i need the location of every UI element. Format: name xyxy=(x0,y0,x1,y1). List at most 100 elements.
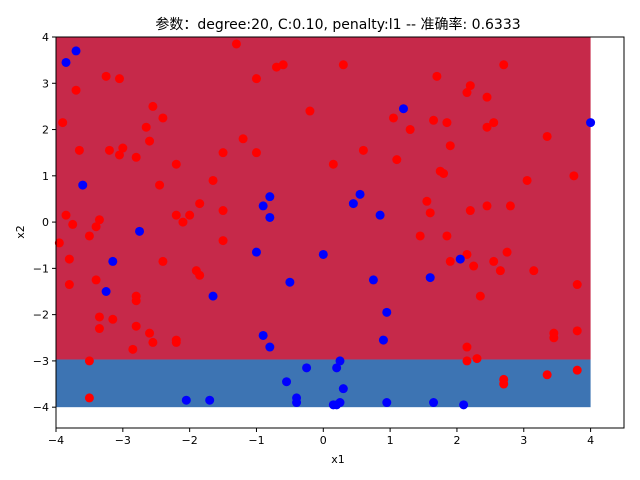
y-tick-label: 0 xyxy=(42,216,49,229)
data-point xyxy=(171,159,181,169)
data-point xyxy=(181,395,191,405)
data-point xyxy=(141,122,151,132)
data-point xyxy=(465,81,475,91)
y-tick-label: 2 xyxy=(42,124,49,137)
plot-area xyxy=(54,36,625,429)
y-tick-label: 3 xyxy=(42,77,49,90)
data-point xyxy=(145,328,155,338)
data-point xyxy=(442,118,452,128)
data-point xyxy=(158,256,168,266)
data-point xyxy=(265,192,275,202)
data-point xyxy=(208,175,218,185)
x-tick-label: 0 xyxy=(320,434,327,447)
data-point xyxy=(251,247,261,257)
data-point xyxy=(114,74,124,84)
data-point xyxy=(328,159,338,169)
data-point xyxy=(429,115,439,125)
data-point xyxy=(104,145,114,155)
data-point xyxy=(358,145,368,155)
x-axis-label: x1 xyxy=(331,453,345,466)
data-point xyxy=(462,342,472,352)
data-point xyxy=(572,280,582,290)
data-point xyxy=(338,60,348,70)
data-point xyxy=(338,384,348,394)
decision-region-red xyxy=(56,37,591,360)
data-point xyxy=(429,398,439,408)
data-point xyxy=(78,180,88,190)
data-point xyxy=(475,291,485,301)
data-point xyxy=(251,148,261,158)
data-point xyxy=(482,201,492,211)
data-point xyxy=(101,286,111,296)
y-tick-label: −3 xyxy=(33,355,49,368)
data-point xyxy=(54,238,64,248)
data-point xyxy=(101,71,111,81)
data-point xyxy=(378,335,388,345)
data-point xyxy=(171,337,181,347)
data-point xyxy=(348,199,358,209)
data-point xyxy=(94,312,104,322)
data-point xyxy=(305,106,315,116)
data-point xyxy=(61,57,71,67)
data-point xyxy=(529,266,539,276)
data-point xyxy=(382,398,392,408)
data-point xyxy=(71,46,81,56)
series-points xyxy=(54,39,582,403)
data-point xyxy=(489,256,499,266)
data-point xyxy=(459,400,469,410)
x-axis: −4 −3 −2 −1 0 1 2 3 4 xyxy=(48,428,594,447)
x-tick-label: −4 xyxy=(48,434,64,447)
data-point xyxy=(71,85,81,95)
data-point xyxy=(292,398,302,408)
y-tick-label: −2 xyxy=(33,309,49,322)
data-point xyxy=(265,342,275,352)
data-point xyxy=(58,118,68,128)
data-point xyxy=(278,60,288,70)
data-point xyxy=(398,104,408,114)
decision-region-blue xyxy=(56,359,591,408)
data-point xyxy=(158,113,168,123)
y-tick-label: 4 xyxy=(42,31,49,44)
data-point xyxy=(131,321,141,331)
data-point xyxy=(355,189,365,199)
x-tick-label: 3 xyxy=(520,434,527,447)
data-point xyxy=(94,215,104,225)
data-point xyxy=(218,236,228,246)
data-point xyxy=(442,231,452,241)
data-point xyxy=(335,398,345,408)
data-point xyxy=(505,201,515,211)
data-point xyxy=(282,377,292,387)
series-points xyxy=(61,46,596,410)
data-point xyxy=(195,270,205,280)
data-point xyxy=(108,314,118,324)
data-point xyxy=(135,226,145,236)
data-point xyxy=(375,210,385,220)
data-point xyxy=(489,118,499,128)
data-point xyxy=(195,199,205,209)
data-point xyxy=(572,326,582,336)
data-point xyxy=(265,212,275,222)
data-point xyxy=(91,222,101,232)
axes-frame xyxy=(55,36,625,429)
data-point xyxy=(482,92,492,102)
chart-title: 参数：degree:20, C:0.10, penalty:l1 -- 准确率:… xyxy=(155,16,520,33)
data-point xyxy=(205,395,215,405)
data-point xyxy=(258,330,268,340)
data-point xyxy=(74,145,84,155)
data-point xyxy=(285,277,295,287)
data-point xyxy=(549,333,559,343)
data-point xyxy=(91,275,101,285)
x-tick-label: 4 xyxy=(587,434,594,447)
data-point xyxy=(148,337,158,347)
data-point xyxy=(572,365,582,375)
data-point xyxy=(185,210,195,220)
data-point xyxy=(231,39,241,49)
data-point xyxy=(392,155,402,165)
data-point xyxy=(318,249,328,259)
data-point xyxy=(64,280,74,290)
x-tick-label: −3 xyxy=(115,434,131,447)
data-point xyxy=(499,60,509,70)
data-point xyxy=(131,152,141,162)
data-point xyxy=(84,393,94,403)
